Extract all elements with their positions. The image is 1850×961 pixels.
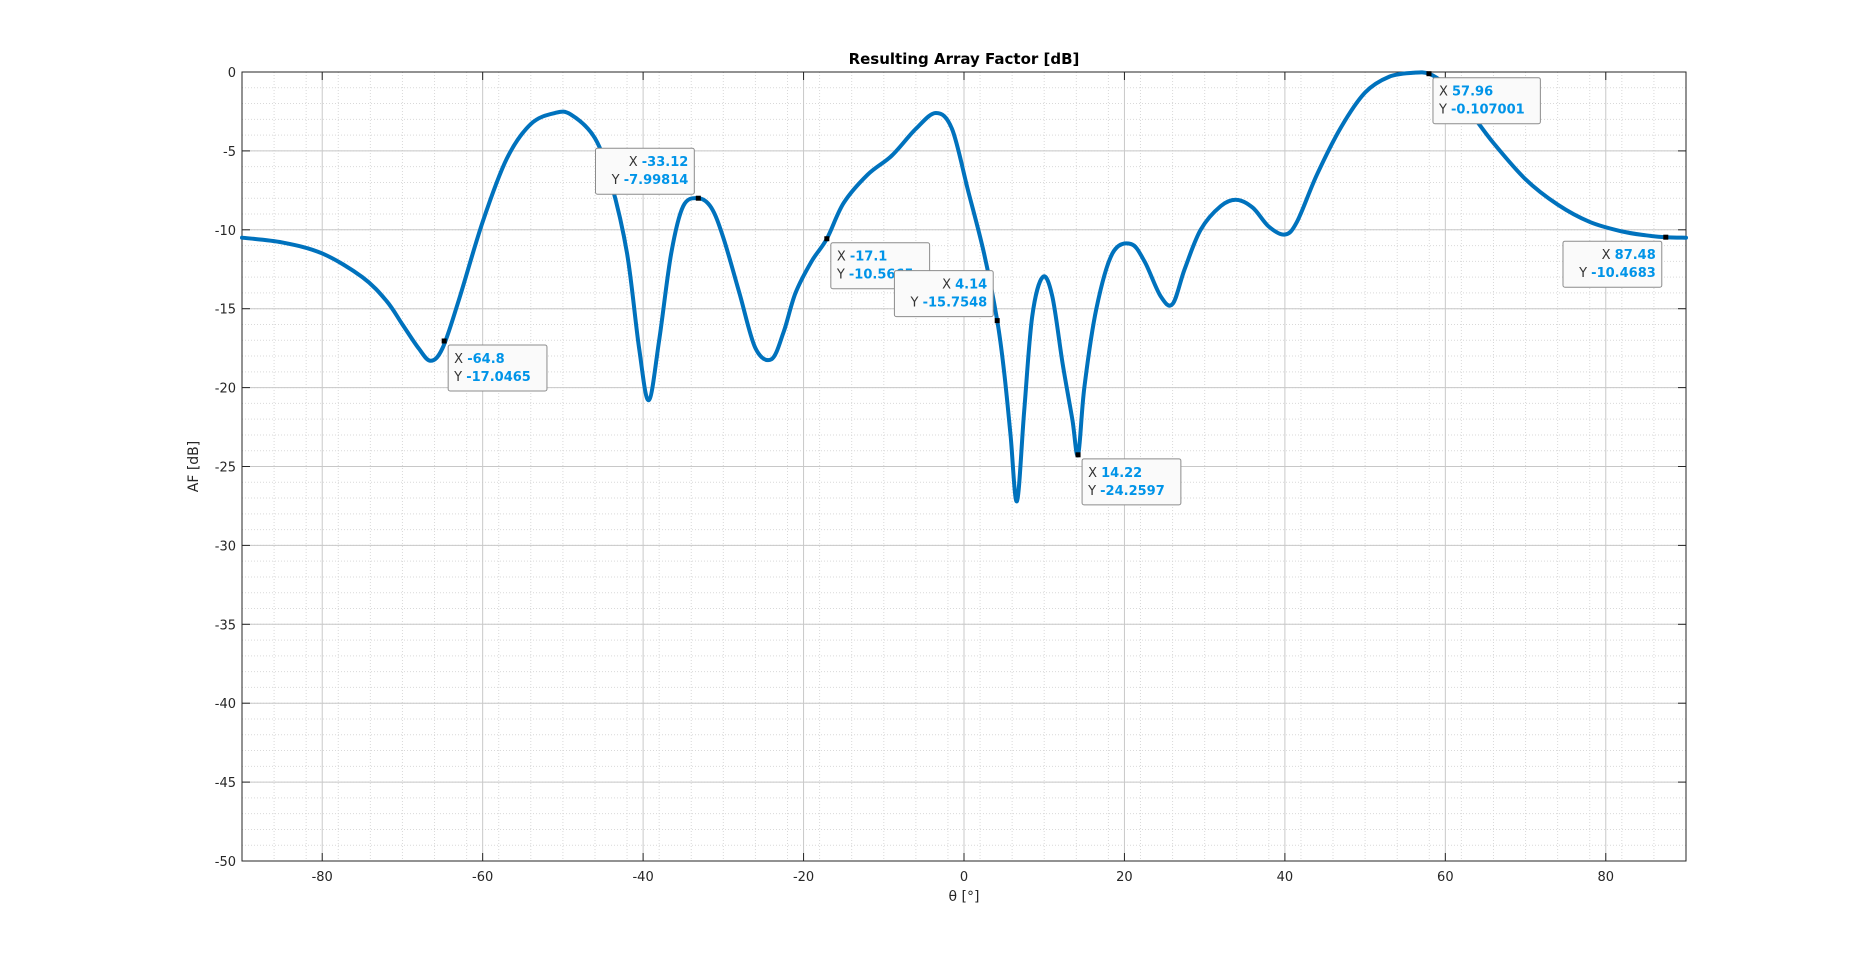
datatip: X 4.14 Y -15.7548: [893, 270, 1000, 324]
datatip-line: Y -10.4683: [1578, 266, 1656, 281]
axis-ticks: [242, 71, 1686, 862]
datatip-line: Y -7.99814: [611, 173, 689, 188]
datatip-key: Y: [453, 370, 466, 385]
y-tick-label: -10: [215, 224, 236, 239]
datatip: X -33.12 Y -7.99814: [595, 147, 701, 201]
x-tick-label: -80: [312, 870, 333, 885]
datatip-key: X: [942, 278, 955, 293]
x-tick-label: 0: [960, 870, 968, 885]
datatip-key: Y: [1438, 103, 1451, 118]
datatip-box: [1081, 458, 1182, 506]
datatip-box: [595, 147, 695, 195]
datatip-value: 87.48: [1615, 248, 1656, 263]
datatip-line: X -33.12: [629, 155, 689, 170]
y-tick-label: 0: [228, 66, 236, 81]
datatip-marker: [1426, 71, 1432, 77]
datatip-marker: [1075, 452, 1081, 458]
datatip-line: Y -17.0465: [453, 370, 531, 385]
datatip-key: X: [454, 352, 467, 367]
datatip-key: X: [837, 250, 850, 265]
x-tick-label: -40: [632, 870, 653, 885]
datatip-value: -24.2597: [1100, 484, 1165, 499]
datatip-box: [1562, 240, 1663, 288]
datatip-value: 4.14: [955, 278, 987, 293]
chart-title: Resulting Array Factor [dB]: [849, 50, 1080, 68]
x-tick-label: -60: [472, 870, 493, 885]
datatip-line: X -17.1: [837, 250, 888, 265]
datatip-line: X 57.96: [1439, 85, 1493, 100]
datatip-box: [1432, 77, 1541, 125]
x-tick-label: 80: [1598, 870, 1615, 885]
datatip-value: -17.0465: [466, 370, 531, 385]
datatip-value: -64.8: [467, 352, 504, 367]
datatip-value: -17.1: [850, 250, 887, 265]
y-tick-label: -45: [215, 776, 236, 791]
y-tick-label: -50: [215, 855, 236, 870]
datatip-key: Y: [910, 296, 923, 311]
datatip-key: X: [629, 155, 642, 170]
datatip-box: [447, 344, 548, 392]
datatip-marker: [824, 236, 830, 242]
major-grid: [242, 71, 1686, 862]
datatip-marker: [441, 338, 447, 344]
datatip-line: X 14.22: [1088, 466, 1142, 481]
x-axis-title: θ [°]: [949, 889, 980, 905]
y-tick-label: -30: [215, 539, 236, 554]
datatip: X 14.22Y -24.2597: [1075, 452, 1182, 506]
y-tick-label: -5: [223, 145, 236, 160]
datatip-value: -10.4683: [1591, 266, 1656, 281]
y-tick-label: -20: [215, 382, 236, 397]
datatip-line: X 87.48: [1602, 248, 1656, 263]
x-tick-label: -20: [793, 870, 814, 885]
datatip: X 57.96Y -0.107001: [1426, 71, 1541, 125]
datatip-key: Y: [1087, 484, 1100, 499]
datatip-key: X: [1602, 248, 1615, 263]
datatip-box: [893, 270, 994, 318]
datatip: X -64.8Y -17.0465: [441, 338, 548, 392]
x-tick-label: 60: [1437, 870, 1454, 885]
x-tick-label: 20: [1116, 870, 1133, 885]
datatip: X 87.48 Y -10.4683: [1562, 234, 1669, 288]
datatip-line: X 4.14: [942, 278, 987, 293]
datatip-key: X: [1088, 466, 1101, 481]
y-tick-label: -15: [215, 303, 236, 318]
datatip-value: -7.99814: [624, 173, 689, 188]
datatip-line: Y -15.7548: [910, 296, 988, 311]
datatip-line: X -64.8: [454, 352, 505, 367]
y-tick-label: -25: [215, 461, 236, 476]
datatip-marker: [994, 318, 1000, 324]
datatip-line: Y -24.2597: [1087, 484, 1165, 499]
datatip-line: Y -0.107001: [1438, 103, 1525, 118]
datatip-value: 57.96: [1452, 85, 1493, 100]
y-tick-labels: 0 -5 -10 -15 -20 -25 -30 -35 -40 -45 -50: [215, 66, 236, 870]
y-tick-label: -40: [215, 697, 236, 712]
datatip-key: Y: [611, 173, 624, 188]
y-tick-label: -35: [215, 618, 236, 633]
datatip-key: X: [1439, 85, 1452, 100]
y-axis-title: AF [dB]: [186, 441, 202, 493]
datatip-value: 14.22: [1101, 466, 1142, 481]
datatip-value: -0.107001: [1451, 103, 1525, 118]
datatip-key: Y: [1578, 266, 1591, 281]
datatip-key: Y: [836, 268, 849, 283]
x-tick-label: 40: [1277, 870, 1294, 885]
datatip-marker: [695, 195, 701, 201]
x-tick-labels: -80 -60 -40 -20 0 20 40 60 80: [312, 870, 1614, 885]
datatip-value: -33.12: [642, 155, 689, 170]
datatip-value: -15.7548: [923, 296, 988, 311]
datatip-marker: [1663, 234, 1669, 240]
